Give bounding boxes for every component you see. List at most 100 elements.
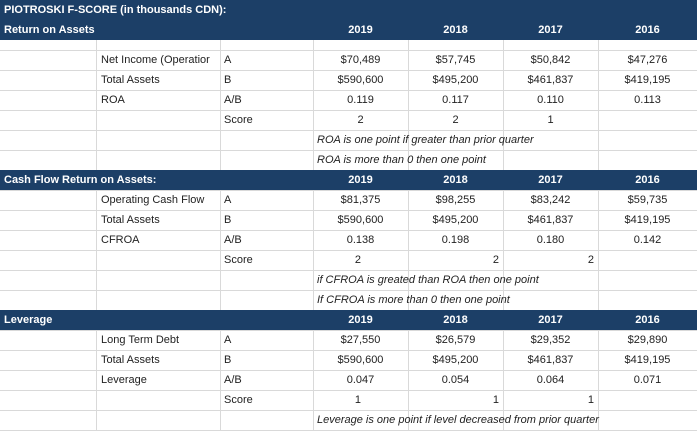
table-cell-value[interactable]: 0.180 (536, 234, 565, 246)
table-cell-value[interactable]: $495,200 (432, 214, 479, 226)
row-formula-key[interactable]: A/B (224, 94, 242, 106)
table-cell-value[interactable]: $81,375 (340, 194, 381, 206)
table-cell-value[interactable]: 0.119 (347, 94, 374, 106)
score-value[interactable]: 1 (547, 114, 554, 126)
table-cell-value[interactable]: $26,579 (435, 334, 476, 346)
note-text[interactable]: ROA is one point if greater than prior q… (317, 134, 534, 146)
row-formula-key[interactable]: A (224, 54, 232, 66)
table-cell-value[interactable]: $59,735 (627, 194, 668, 206)
table-cell-value[interactable]: 0.142 (633, 234, 662, 246)
row-label[interactable]: CFROA (101, 234, 140, 246)
table-cell-value[interactable]: $57,745 (435, 54, 476, 66)
year-header[interactable]: 2019 (348, 174, 373, 186)
table-cell-value[interactable]: 0.064 (536, 374, 565, 386)
table-cell-value[interactable]: $29,890 (627, 334, 668, 346)
table-cell-value[interactable]: 0.198 (441, 234, 470, 246)
table-cell-value[interactable]: 0.054 (441, 374, 470, 386)
score-value[interactable]: 2 (587, 254, 594, 266)
note-text[interactable]: ROA is more than 0 then one point (317, 154, 486, 166)
row-gridline (0, 50, 697, 51)
row-formula-key[interactable]: A (224, 334, 232, 346)
table-cell-value[interactable]: $419,195 (624, 214, 671, 226)
year-header[interactable]: 2016 (635, 174, 660, 186)
score-value[interactable]: 2 (357, 114, 364, 126)
row-formula-key[interactable]: B (224, 354, 232, 366)
year-header[interactable]: 2019 (348, 24, 373, 36)
score-value[interactable]: 2 (452, 114, 459, 126)
table-cell-value[interactable]: $27,550 (340, 334, 381, 346)
row-label[interactable]: Total Assets (101, 354, 160, 366)
row-gridline (0, 110, 697, 111)
year-header[interactable]: 2018 (443, 314, 468, 326)
table-cell-value[interactable]: $461,837 (527, 354, 574, 366)
year-header[interactable]: 2019 (348, 314, 373, 326)
table-cell-value[interactable]: 0.047 (346, 374, 375, 386)
note-text[interactable]: Leverage is one point if level decreased… (317, 414, 599, 426)
table-cell-value[interactable]: $419,195 (624, 354, 671, 366)
row-gridline (0, 370, 697, 371)
row-label[interactable]: Net Income (Operatior (101, 54, 210, 66)
table-cell-value[interactable]: 0.117 (442, 94, 469, 106)
row-label[interactable]: ROA (101, 94, 125, 106)
table-cell-value[interactable]: $70,489 (340, 54, 381, 66)
section-header-band (0, 170, 697, 190)
table-cell-value[interactable]: $590,600 (337, 74, 384, 86)
column-gridline (408, 0, 409, 431)
row-gridline (0, 90, 697, 91)
year-header[interactable]: 2018 (443, 174, 468, 186)
score-value[interactable]: 2 (354, 254, 361, 266)
table-cell-value[interactable]: $590,600 (337, 214, 384, 226)
column-gridline (503, 0, 504, 431)
score-label[interactable]: Score (224, 114, 253, 126)
score-label[interactable]: Score (224, 254, 253, 266)
year-header[interactable]: 2017 (538, 24, 563, 36)
row-formula-key[interactable]: B (224, 214, 232, 226)
table-cell-value[interactable]: $98,255 (435, 194, 476, 206)
column-gridline (96, 0, 97, 431)
score-value[interactable]: 1 (587, 394, 594, 406)
score-label[interactable]: Score (224, 394, 253, 406)
year-header[interactable]: 2018 (443, 24, 468, 36)
section-title[interactable]: Return on Assets (4, 24, 95, 36)
year-header[interactable]: 2017 (538, 174, 563, 186)
table-cell-value[interactable]: $50,842 (530, 54, 571, 66)
sheet-title[interactable]: PIOTROSKI F-SCORE (in thousands CDN): (4, 4, 227, 16)
row-formula-key[interactable]: A/B (224, 374, 242, 386)
section-header-band (0, 310, 697, 330)
score-value[interactable]: 1 (354, 394, 361, 406)
row-label[interactable]: Leverage (101, 374, 147, 386)
row-formula-key[interactable]: A/B (224, 234, 242, 246)
row-label[interactable]: Total Assets (101, 74, 160, 86)
table-cell-value[interactable]: $419,195 (624, 74, 671, 86)
table-cell-value[interactable]: $461,837 (527, 74, 574, 86)
table-cell-value[interactable]: $29,352 (530, 334, 571, 346)
year-header[interactable]: 2017 (538, 314, 563, 326)
row-formula-key[interactable]: B (224, 74, 232, 86)
section-title[interactable]: Cash Flow Return on Assets: (4, 174, 157, 186)
table-cell-value[interactable]: 0.110 (537, 94, 564, 106)
table-cell-value[interactable]: $461,837 (527, 214, 574, 226)
note-text[interactable]: if CFROA is greated than ROA then one po… (317, 274, 539, 286)
note-text[interactable]: If CFROA is more than 0 then one point (317, 294, 510, 306)
row-label[interactable]: Total Assets (101, 214, 160, 226)
year-header[interactable]: 2016 (635, 314, 660, 326)
table-cell-value[interactable]: $590,600 (337, 354, 384, 366)
table-cell-value[interactable]: 0.071 (633, 374, 662, 386)
table-cell-value[interactable]: $83,242 (530, 194, 571, 206)
row-gridline (0, 390, 697, 391)
table-cell-value[interactable]: $47,276 (627, 54, 668, 66)
score-value[interactable]: 2 (492, 254, 499, 266)
score-value[interactable]: 1 (492, 394, 499, 406)
row-label[interactable]: Long Term Debt (101, 334, 180, 346)
table-cell-value[interactable]: 0.113 (634, 94, 661, 106)
row-gridline (0, 290, 697, 291)
year-header[interactable]: 2016 (635, 24, 660, 36)
table-cell-value[interactable]: $495,200 (432, 354, 479, 366)
table-cell-value[interactable]: $495,200 (432, 74, 479, 86)
row-formula-key[interactable]: A (224, 194, 232, 206)
row-label[interactable]: Operating Cash Flow (101, 194, 205, 206)
row-gridline (0, 210, 697, 211)
table-cell-value[interactable]: 0.138 (346, 234, 375, 246)
section-title[interactable]: Leverage (4, 314, 53, 326)
